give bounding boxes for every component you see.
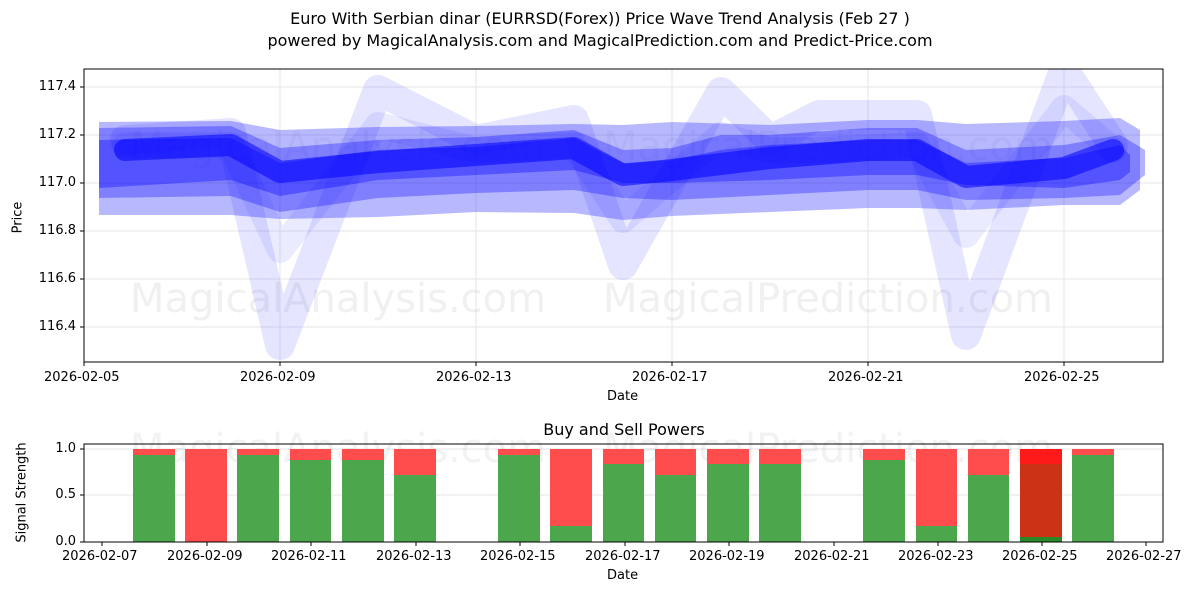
signal-x-tick-0211: 2026-02-11: [271, 549, 347, 564]
signal-y-tick-05: 0.5: [55, 487, 76, 502]
watermark-analysis: MagicalAnalysis.com: [130, 276, 546, 322]
y-tick-116-8: 116.8: [38, 223, 76, 238]
signal-bars: [133, 449, 1114, 542]
y-tick-117-0: 117.0: [38, 175, 76, 190]
signal-x-tick-0221: 2026-02-21: [794, 549, 870, 564]
signal-x-tick-0223: 2026-02-23: [898, 549, 974, 564]
y-tick-116-6: 116.6: [38, 271, 76, 286]
signal-x-tick-0207: 2026-02-07: [62, 549, 138, 564]
signal-y-axis-label: Signal Strength: [14, 442, 30, 543]
y-tick-117-4: 117.4: [38, 79, 76, 94]
price-grid: [84, 69, 1163, 362]
price-plot: MagicalAnalysis.com MagicalPrediction.co…: [80, 68, 1164, 366]
x-tick-0221: 2026-02-21: [828, 370, 904, 385]
signal-plot-title: Buy and Sell Powers: [543, 420, 705, 439]
price-plot-frame: [83, 68, 1164, 363]
signal-x-tick-0219: 2026-02-19: [689, 549, 765, 564]
signal-x-tick-0227: 2026-02-27: [1106, 549, 1182, 564]
signal-x-tick-0225: 2026-02-25: [1002, 549, 1078, 564]
signal-x-tick-0213: 2026-02-13: [376, 549, 452, 564]
x-tick-0205: 2026-02-05: [44, 370, 120, 385]
x-tick-0213: 2026-02-13: [436, 370, 512, 385]
signal-ticks: [80, 448, 1147, 546]
signal-x-axis-label: Date: [607, 568, 639, 583]
y-tick-116-4: 116.4: [38, 319, 76, 334]
y-tick-117-2: 117.2: [38, 127, 76, 142]
chart-title: Euro With Serbian dinar (EURRSD(Forex)) …: [290, 9, 910, 28]
price-x-axis-label: Date: [607, 389, 639, 404]
signal-x-tick-0217: 2026-02-17: [585, 549, 661, 564]
signal-y-tick-0: 0.0: [55, 534, 76, 549]
watermark-prediction: MagicalPrediction.com: [603, 276, 1053, 322]
x-tick-0209: 2026-02-09: [240, 370, 316, 385]
signal-plot-frame: [83, 443, 1164, 543]
center-wave: [114, 134, 1124, 188]
signal-x-tick-0215: 2026-02-15: [480, 549, 556, 564]
wave-bands: [99, 69, 1145, 360]
signal-plot: MagicalAnalysis.com MagicalPrediction.co…: [80, 426, 1164, 546]
x-tick-0225: 2026-02-25: [1024, 370, 1100, 385]
x-tick-0217: 2026-02-17: [632, 370, 708, 385]
signal-y-tick-1: 1.0: [55, 441, 76, 456]
chart-subtitle: powered by MagicalAnalysis.com and Magic…: [267, 31, 933, 50]
price-y-axis-label: Price: [10, 201, 26, 234]
price-ticks: [80, 86, 1065, 366]
signal-x-tick-0209: 2026-02-09: [167, 549, 243, 564]
